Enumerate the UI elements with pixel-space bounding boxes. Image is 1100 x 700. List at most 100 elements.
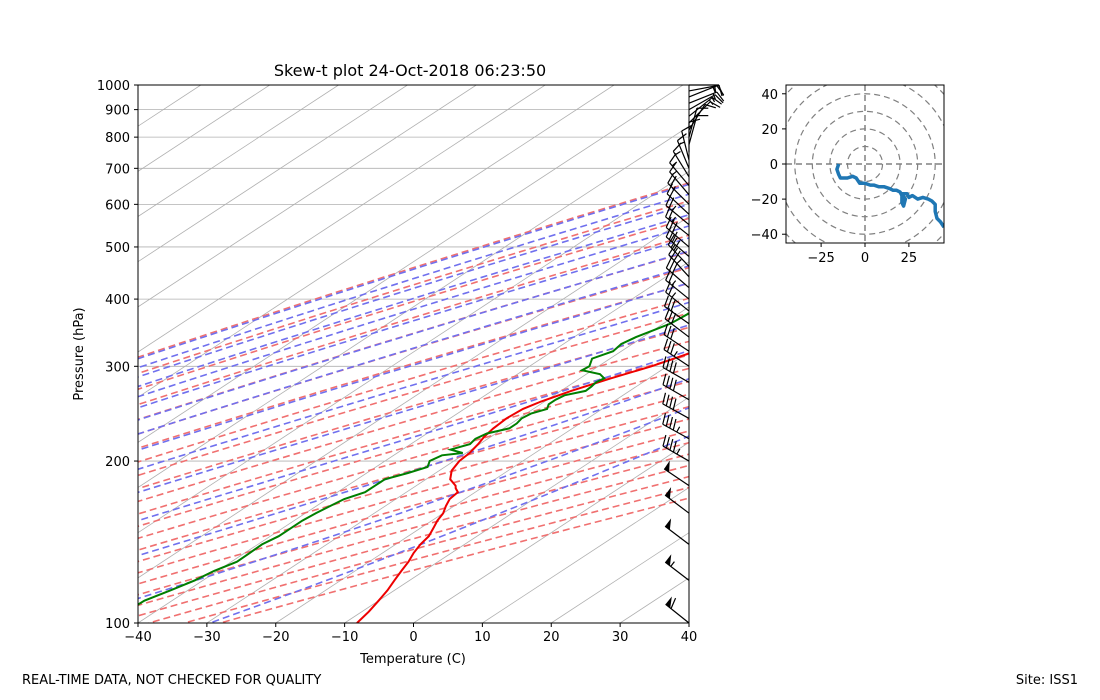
wind-barb (662, 392, 690, 419)
y-tick-label: 300 (105, 360, 130, 375)
dry-adiabat (138, 182, 689, 359)
isotherm-gridline (619, 577, 689, 623)
isotherm-gridline (138, 85, 477, 308)
mixing-ratio-line (949, 85, 1100, 204)
y-tick-label: 200 (105, 455, 130, 470)
hodograph-ring (794, 93, 936, 235)
isotherm-gridline (138, 85, 546, 353)
moist-adiabat (138, 203, 689, 378)
x-tick-label: −40 (124, 630, 151, 645)
wind-barb (662, 356, 690, 383)
isotherm-gridline (138, 170, 689, 534)
dry-adiabat (138, 430, 689, 585)
y-tick-label: 100 (105, 617, 130, 632)
moist-adiabat (138, 324, 689, 494)
y-tick-label: 500 (105, 241, 130, 256)
isotherm-gridline (138, 85, 684, 443)
y-tick-label: 800 (105, 131, 130, 146)
wind-barb (688, 91, 725, 104)
isotherm-gridline (688, 622, 689, 623)
hodo-y-tick-label: −20 (751, 193, 778, 208)
moist-adiabat (138, 183, 689, 360)
isotherm-gridline (344, 396, 689, 623)
wind-barb (676, 133, 690, 169)
quality-disclaimer: REAL-TIME DATA, NOT CHECKED FOR QUALITY (22, 673, 322, 688)
wind-barb (688, 103, 716, 131)
wind-barb (688, 96, 722, 117)
wind-barb (665, 257, 690, 289)
y-tick-label: 700 (105, 162, 130, 177)
temperature-trace (356, 352, 689, 623)
dry-adiabat (219, 497, 689, 623)
wind-barb (664, 487, 690, 514)
dewpoint-trace (138, 312, 689, 606)
isotherm-gridline (482, 487, 689, 623)
dry-adiabat (138, 266, 689, 435)
mixing-ratio-line (1029, 85, 1100, 204)
wind-barb (662, 373, 690, 401)
wind-barb (663, 460, 690, 487)
x-tick-label: 10 (474, 630, 491, 645)
isotherm-gridline (138, 85, 202, 127)
isotherm-gridline (138, 85, 615, 398)
wind-barb (663, 295, 690, 325)
hodo-x-tick-label: 25 (901, 251, 918, 266)
wind-barb (669, 153, 690, 187)
wind-barb (681, 124, 692, 161)
skewt-plot: −40 −30 −20 −10 0 10 20 30 401002003004005006007… (97, 79, 1100, 645)
x-tick-label: −20 (262, 630, 289, 645)
mixing-ratio-line (893, 85, 1100, 204)
dry-adiabat (138, 200, 689, 375)
x-tick-label: −10 (331, 630, 358, 645)
mixing-ratio-line (983, 85, 1100, 204)
mixing-ratio-line (825, 85, 1044, 204)
isotherm-gridline (138, 85, 270, 172)
skewt-x-axis-label: Temperature (C) (359, 652, 466, 667)
dry-adiabat (148, 475, 689, 623)
isotherm-gridline (758, 85, 1100, 623)
y-tick-label: 400 (105, 293, 130, 308)
moist-adiabat (138, 349, 689, 522)
y-tick-label: 900 (105, 104, 130, 119)
isotherm-gridline (413, 441, 689, 623)
wind-barb (664, 554, 690, 581)
x-tick-label: 0 (409, 630, 417, 645)
moist-adiabat (138, 406, 689, 600)
hodo-x-tick-label: −25 (807, 251, 834, 266)
hodo-x-tick-label: 0 (861, 251, 869, 266)
hodo-y-tick-label: 20 (761, 123, 778, 138)
mixing-ratio-line (1073, 85, 1100, 204)
hodo-y-tick-label: −40 (751, 228, 778, 243)
wind-barb (663, 338, 690, 367)
x-tick-label: 20 (543, 630, 560, 645)
wind-barb (664, 518, 690, 545)
isotherm-gridline (551, 532, 689, 623)
wind-barb (689, 84, 723, 97)
moist-adiabat (138, 265, 689, 435)
wind-barbs (662, 84, 725, 624)
isotherm-gridline (138, 85, 339, 218)
x-tick-label: 30 (612, 630, 629, 645)
wind-barb (665, 216, 690, 248)
x-tick-label: −30 (193, 630, 220, 645)
isotherm-gridline (138, 216, 689, 579)
x-tick-label: 40 (681, 630, 698, 645)
isotherm-gridline (138, 125, 689, 488)
hodograph-plot: −25 0 25 −40 −20 0 20 40 (751, 84, 945, 266)
y-tick-label: 1000 (97, 79, 130, 94)
y-tick-label: 600 (105, 198, 130, 213)
moist-adiabat (138, 282, 689, 451)
wind-barb (662, 434, 690, 462)
skewt-title: Skew-t plot 24-Oct-2018 06:23:50 (274, 61, 546, 80)
wind-barb (662, 413, 690, 440)
site-label: Site: ISS1 (1015, 673, 1078, 688)
hodo-y-tick-label: 40 (761, 88, 778, 103)
dry-adiabat (138, 453, 689, 607)
wind-barb (688, 94, 724, 111)
wind-barb (668, 244, 690, 278)
isotherm-gridline (138, 261, 689, 623)
wind-barb (663, 323, 690, 352)
moist-adiabat (138, 193, 689, 369)
hodograph-trace (835, 163, 944, 229)
